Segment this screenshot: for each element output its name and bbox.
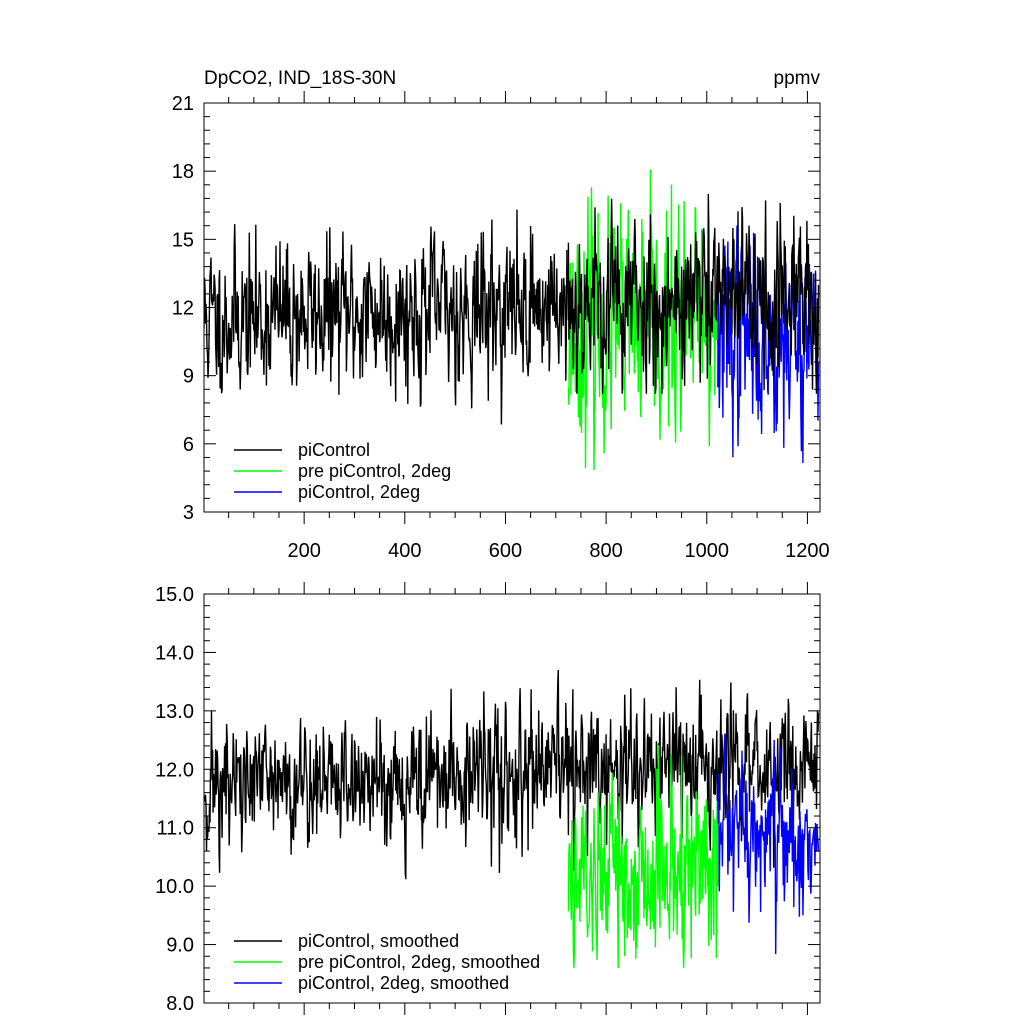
units-label: ppmv bbox=[774, 68, 821, 89]
series-line-1 bbox=[567, 745, 719, 968]
series-group bbox=[204, 669, 820, 968]
y-tick-label: 9 bbox=[183, 366, 194, 388]
x-tick-label: 400 bbox=[388, 540, 421, 562]
x-tick-label: 1000 bbox=[685, 540, 730, 562]
x-tick-label: 1200 bbox=[785, 540, 830, 562]
y-tick-label: 15.0 bbox=[155, 584, 194, 606]
legend-label: piControl bbox=[298, 440, 370, 460]
y-tick-label: 15 bbox=[172, 229, 194, 251]
series-line-overlay bbox=[567, 193, 820, 394]
x-tick-label: 600 bbox=[489, 540, 522, 562]
series-line-0 bbox=[204, 209, 570, 425]
y-tick-label: 14.0 bbox=[155, 642, 194, 664]
y-tick-label: 9.0 bbox=[166, 935, 194, 957]
y-tick-label: 6 bbox=[183, 434, 194, 456]
panel-top: DpCO2, IND_18S-30N ppmv 200 400 600 800 1000… bbox=[172, 68, 830, 562]
y-tick-label: 8.0 bbox=[166, 993, 194, 1015]
x-tick-label: 800 bbox=[589, 540, 622, 562]
series-line-2 bbox=[717, 733, 820, 955]
series-line-2 bbox=[717, 225, 820, 464]
y-tick-label: 11.0 bbox=[157, 818, 194, 840]
legend-label: pre piControl, 2deg bbox=[298, 461, 451, 481]
y-tick-label: 13.0 bbox=[155, 701, 194, 723]
y-tick-label: 21 bbox=[172, 93, 194, 115]
chart-title: DpCO2, IND_18S-30N bbox=[204, 68, 396, 89]
y-tick-label: 18 bbox=[172, 161, 194, 183]
legend-label: piControl, 2deg bbox=[298, 482, 420, 502]
y-tick-label: 10.0 bbox=[155, 876, 194, 898]
legend-label: piControl, smoothed bbox=[298, 931, 459, 951]
y-tick-label: 12 bbox=[172, 298, 194, 320]
y-tick-label: 3 bbox=[183, 502, 194, 524]
series-line-0 bbox=[204, 669, 820, 880]
legend-label: pre piControl, 2deg, smoothed bbox=[298, 952, 540, 972]
plot-frame bbox=[203, 593, 821, 1004]
legend-label: piControl, 2deg, smoothed bbox=[298, 973, 509, 993]
panel-bottom: 8.0 9.0 10.0 11.0 12.0 13.0 14.0 15.0 piControl,… bbox=[155, 582, 821, 1015]
y-tick-label: 12.0 bbox=[155, 759, 194, 781]
x-tick-label: 200 bbox=[287, 540, 320, 562]
series-group bbox=[204, 169, 820, 471]
